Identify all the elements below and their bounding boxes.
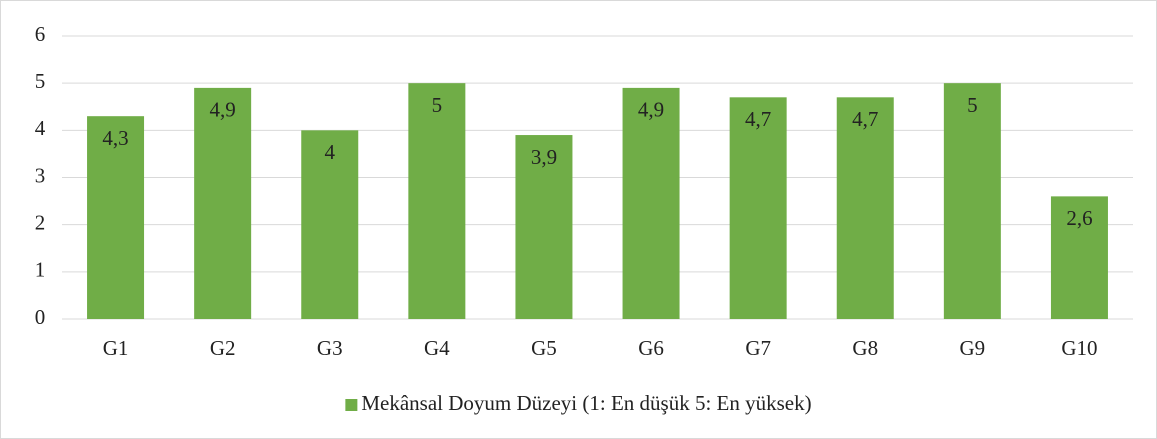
value-label: 4,7 xyxy=(745,107,771,131)
bar xyxy=(943,83,1001,320)
x-tick-label: G1 xyxy=(103,336,129,360)
legend-label: Mekânsal Doyum Düzeyi (1: En düşük 5: En… xyxy=(361,391,811,415)
x-tick-label: G10 xyxy=(1061,336,1097,360)
y-tick-label: 6 xyxy=(35,22,46,46)
x-tick-label: G4 xyxy=(424,336,450,360)
x-tick-label: G6 xyxy=(638,336,664,360)
bar xyxy=(87,116,145,319)
x-tick-label: G7 xyxy=(745,336,771,360)
bar xyxy=(836,97,894,319)
value-label: 4,9 xyxy=(638,98,664,122)
value-label: 4,3 xyxy=(102,126,128,150)
y-tick-label: 4 xyxy=(35,116,46,140)
bar xyxy=(194,87,252,319)
x-tick-label: G5 xyxy=(531,336,557,360)
value-label: 2,6 xyxy=(1066,206,1092,230)
y-tick-label: 3 xyxy=(35,163,46,187)
bar xyxy=(301,130,359,319)
value-label: 5 xyxy=(432,93,443,117)
y-tick-label: 2 xyxy=(35,210,46,234)
y-tick-label: 5 xyxy=(35,69,46,93)
y-tick-label: 0 xyxy=(35,305,46,329)
bar xyxy=(729,97,787,319)
x-tick-label: G2 xyxy=(210,336,236,360)
value-label: 5 xyxy=(967,93,978,117)
bar xyxy=(622,87,680,319)
value-label: 3,9 xyxy=(531,145,557,169)
value-label: 4 xyxy=(325,140,336,164)
value-label: 4,9 xyxy=(210,98,236,122)
bar xyxy=(408,83,466,320)
value-label: 4,7 xyxy=(852,107,878,131)
bar xyxy=(1050,196,1108,319)
legend-swatch xyxy=(345,399,358,411)
y-tick-label: 1 xyxy=(35,258,46,282)
x-tick-label: G3 xyxy=(317,336,343,360)
bar xyxy=(515,135,573,319)
x-tick-label: G8 xyxy=(852,336,878,360)
x-tick-label: G9 xyxy=(960,336,986,360)
